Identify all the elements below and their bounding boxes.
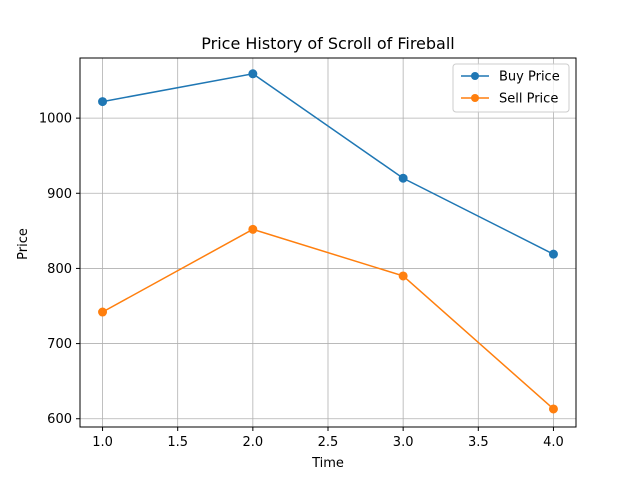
x-tick-label: 2.0 [243, 435, 264, 450]
x-tick-label: 1.5 [167, 435, 188, 450]
ticks-layer: 1.0 1.5 2.0 2.5 3.0 3.5 4.0 600 700 800 900 1000 [39, 112, 564, 450]
legend-label: Sell Price [499, 92, 558, 107]
y-tick-label: 600 [47, 412, 72, 427]
data-point [548, 249, 558, 259]
data-point [398, 173, 408, 183]
legend-label: Buy Price [499, 70, 560, 85]
y-axis-label: Price [16, 228, 31, 260]
data-point [98, 307, 108, 317]
x-tick-label: 3.5 [468, 435, 489, 450]
chart-title: Price History of Scroll of Fireball [201, 34, 455, 53]
x-tick-label: 1.0 [92, 435, 113, 450]
x-tick-label: 3.0 [393, 435, 414, 450]
x-tick-label: 4.0 [543, 435, 564, 450]
data-point [248, 69, 258, 79]
y-tick-label: 700 [47, 337, 72, 352]
grid-layer [80, 58, 576, 427]
data-point [548, 404, 558, 414]
x-axis-label: Time [311, 456, 344, 471]
data-point [98, 97, 108, 107]
legend: Buy Price Sell Price [452, 63, 570, 113]
data-point [248, 224, 258, 234]
y-tick-label: 1000 [39, 112, 72, 127]
series-layer [98, 69, 558, 414]
y-tick-label: 900 [47, 187, 72, 202]
y-tick-label: 800 [47, 262, 72, 277]
series-line-1 [102, 72, 554, 255]
data-point [398, 271, 408, 281]
series-line-2 [102, 228, 554, 410]
legend-marker [471, 94, 479, 102]
x-tick-label: 2.5 [318, 435, 339, 450]
legend-marker [471, 72, 479, 80]
